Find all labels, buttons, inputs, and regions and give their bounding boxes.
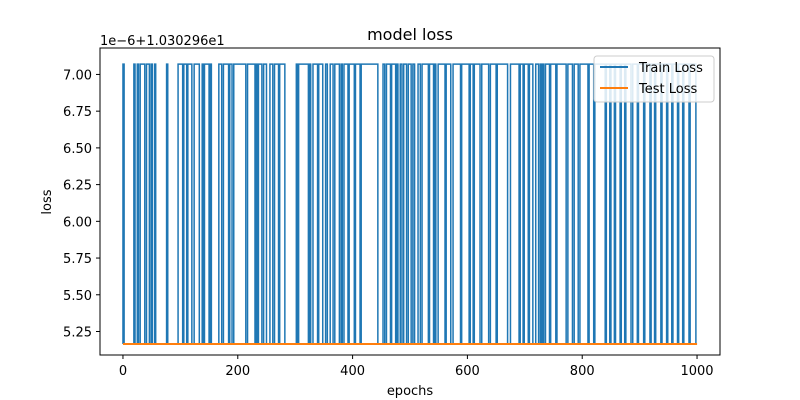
axes-frame — [99, 47, 721, 356]
x-axis-label: epochs — [387, 384, 434, 399]
y-tick-label: 7.00 — [63, 68, 92, 83]
y-axis: 5.25 5.50 5.75 6.00 6.25 6.50 6.75 7.00 — [63, 68, 100, 340]
x-tick-label: 1000 — [680, 364, 713, 379]
y-tick-label: 5.75 — [63, 252, 92, 267]
legend-label-test-loss: Test Loss — [638, 82, 697, 97]
legend: Train Loss Test Loss — [593, 55, 715, 103]
x-tick-label: 600 — [455, 364, 480, 379]
y-tick-label: 6.50 — [63, 142, 92, 157]
legend-label-train-loss: Train Loss — [638, 61, 703, 76]
chart-title: model loss — [367, 25, 453, 44]
plot-area — [99, 47, 721, 356]
y-tick-label: 5.25 — [63, 325, 92, 340]
x-axis: 0 200 400 600 800 1000 — [119, 355, 714, 379]
x-tick-label: 400 — [340, 364, 365, 379]
y-axis-label: loss — [40, 189, 55, 214]
y-offset-label: 1e−6+1.030296e1 — [100, 34, 225, 49]
x-tick-label: 0 — [119, 364, 127, 379]
y-tick-label: 5.50 — [63, 289, 92, 304]
x-tick-label: 800 — [570, 364, 595, 379]
y-tick-label: 6.00 — [63, 215, 92, 230]
y-tick-label: 6.25 — [63, 179, 92, 194]
x-tick-label: 200 — [225, 364, 250, 379]
y-tick-label: 6.75 — [63, 105, 92, 120]
